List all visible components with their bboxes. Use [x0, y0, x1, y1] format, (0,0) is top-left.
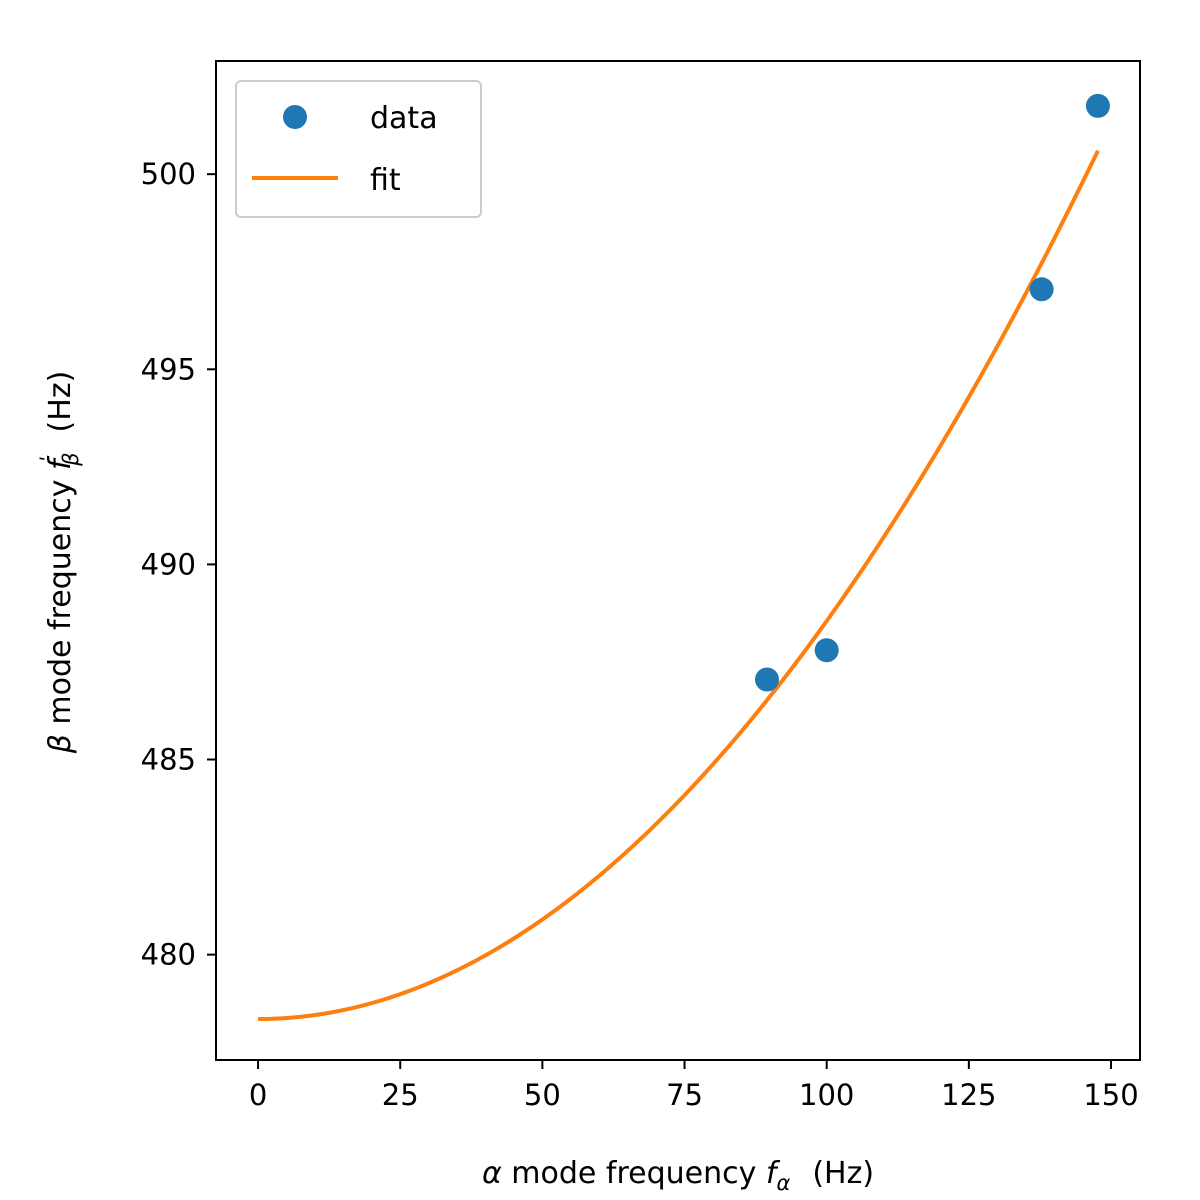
points-layer [754, 93, 1110, 692]
x-axis-label-sub: α [776, 1171, 790, 1195]
data-point [1029, 277, 1054, 302]
x-tick-label: 25 [382, 1078, 419, 1112]
plot-area [216, 61, 1140, 1060]
x-tick-label: 125 [941, 1078, 996, 1112]
x-tick-label: 75 [666, 1078, 703, 1112]
data-point [754, 667, 779, 692]
x-axis-label-unit: (Hz) [812, 1156, 874, 1191]
x-tick-label: 100 [799, 1078, 854, 1112]
data-point [814, 638, 839, 663]
x-axis-label-text: mode frequency [502, 1156, 766, 1191]
x-axis: 0 25 50 75 100 125 150 [249, 1060, 1139, 1112]
y-axis-label: β mode frequency fʹβ(Hz) [37, 371, 83, 755]
y-axis-label-prefix: β [43, 734, 78, 754]
legend-box [235, 80, 482, 218]
y-tick-label: 485 [141, 743, 196, 777]
y-tick-label: 480 [141, 938, 196, 972]
y-axis: 480 485 490 495 500 [141, 157, 216, 972]
x-axis-label: α mode frequency fα (Hz) [482, 1156, 874, 1195]
legend: data fit [235, 80, 482, 218]
y-axis-label-sub: β [59, 452, 83, 466]
x-tick-label: 150 [1083, 1078, 1138, 1112]
legend-data-marker [283, 105, 307, 129]
plot-frame [215, 60, 1141, 1061]
legend-fit-label: fit [370, 163, 401, 198]
y-axis-label-sup: ʹ [37, 456, 61, 462]
legend-data-label: data [370, 101, 438, 136]
y-tick-label: 495 [141, 352, 196, 386]
y-axis-label-unit: (Hz) [43, 371, 78, 433]
fit-line [258, 149, 1100, 1022]
x-tick-label: 0 [249, 1078, 267, 1112]
x-axis-label-prefix: α [482, 1156, 502, 1191]
y-tick-label: 500 [141, 157, 196, 191]
y-tick-label: 490 [141, 547, 196, 581]
x-tick-label: 50 [524, 1078, 561, 1112]
fit-layer [258, 149, 1100, 1022]
data-point [1085, 93, 1110, 118]
y-axis-label-text: mode frequency [43, 470, 78, 734]
